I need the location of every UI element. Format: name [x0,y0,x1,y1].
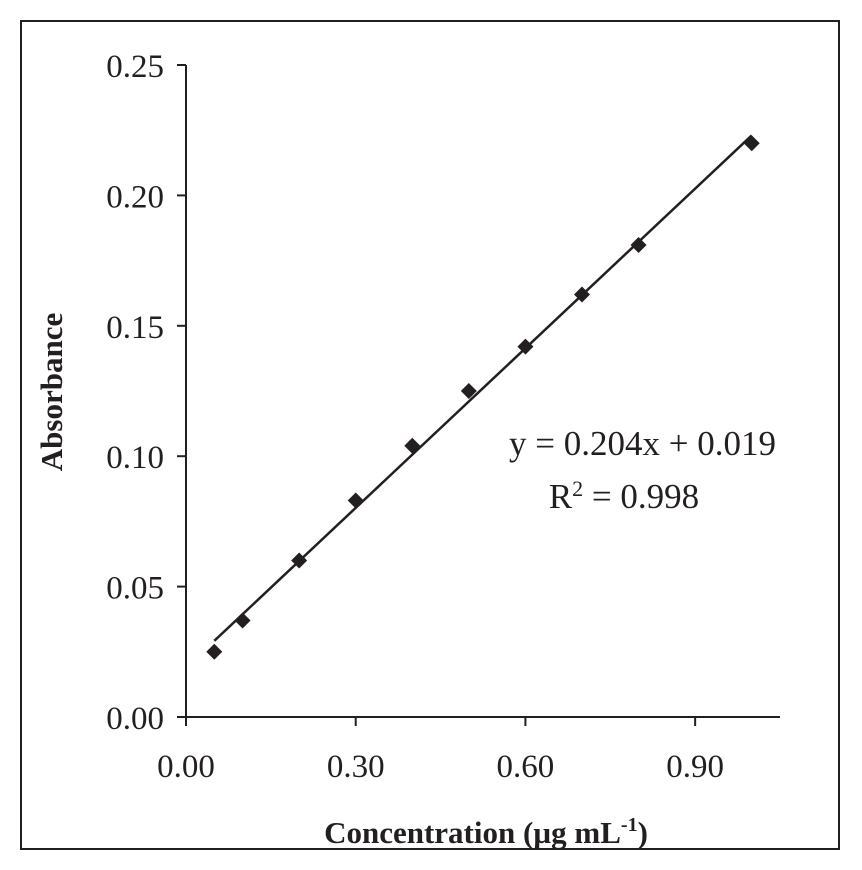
data-point [206,643,223,660]
y-tick-label: 0.00 [106,701,164,737]
data-point [291,552,308,569]
data-point [517,338,534,355]
r2-prefix: R [549,477,573,516]
y-tick-label: 0.15 [106,310,164,346]
trendline [213,134,753,642]
y-tick-label: 0.10 [106,440,164,476]
x-axis-title-superscript: -1 [621,814,638,836]
data-point [234,612,251,629]
axes [185,65,780,718]
x-tick-label: 0.30 [327,749,385,785]
trendline-equation: y = 0.204x + 0.019 [509,424,776,463]
data-point [347,492,364,509]
x-tick-label: 0.00 [157,749,215,785]
y-tick-label: 0.20 [106,179,164,215]
x-tick-label: 0.60 [497,749,555,785]
x-axis-title-main: Concentration (µg mL [324,815,621,850]
x-tick-label: 0.90 [666,749,724,785]
data-points [206,135,760,660]
y-tick-label: 0.05 [106,571,164,607]
r2-superscript: 2 [572,476,583,501]
x-axis-title: Concentration (µg mL-1) [324,814,648,850]
y-tick-label: 0.25 [106,49,164,85]
x-axis-title-close: ) [638,815,648,850]
data-point [743,135,760,152]
x-ticks: 0.00 0.30 0.60 0.90 [157,717,724,785]
y-ticks: 0.00 0.05 0.10 0.15 0.20 0.25 [106,49,186,737]
data-point [404,437,421,454]
data-point [630,236,647,253]
data-point [574,286,590,303]
chart-frame [20,20,840,850]
r2-value: = 0.998 [583,477,699,516]
data-point [460,383,477,399]
y-axis-title: Absorbance [34,313,69,471]
r-squared-label: R2 = 0.998 [549,476,699,516]
